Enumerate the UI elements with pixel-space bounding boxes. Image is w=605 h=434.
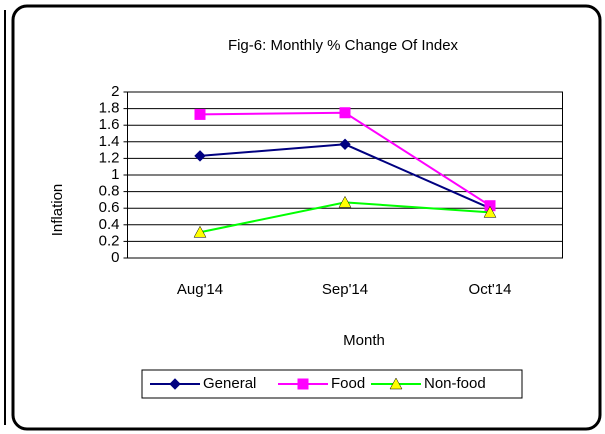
data-point [193, 225, 207, 238]
y-axis-label: Inflation [49, 184, 66, 237]
chart-title: Fig-6: Monthly % Change Of Index [228, 37, 459, 54]
x-tick-label: Sep'14 [322, 281, 368, 298]
data-point [483, 205, 497, 218]
y-tick-label: 1.6 [99, 116, 120, 133]
y-tick-label: 1.2 [99, 149, 120, 166]
legend-marker [297, 378, 309, 390]
legend-marker [389, 377, 403, 390]
y-tick-label: 0.6 [99, 199, 120, 216]
data-point [194, 108, 206, 120]
legend-box [141, 369, 523, 399]
y-tick-label: 0.2 [99, 232, 120, 249]
data-point [338, 195, 352, 208]
y-tick-label: 1 [111, 166, 119, 183]
y-tick-label: 0.8 [99, 183, 120, 200]
legend-label: General [203, 375, 256, 392]
data-point [339, 107, 351, 119]
data-point [194, 150, 206, 162]
y-tick-label: 1.4 [99, 133, 120, 150]
x-tick-label: Aug'14 [177, 281, 223, 298]
y-tick-label: 0.4 [99, 216, 120, 233]
legend-label: Non-food [424, 375, 486, 392]
x-axis-label: Month [343, 332, 385, 349]
y-tick-label: 2 [111, 83, 119, 100]
data-point [339, 138, 351, 150]
y-tick-label: 0 [111, 249, 119, 266]
legend-label: Food [331, 375, 365, 392]
legend-marker [169, 378, 181, 390]
x-tick-label: Oct'14 [469, 281, 512, 298]
y-tick-label: 1.8 [99, 100, 120, 117]
